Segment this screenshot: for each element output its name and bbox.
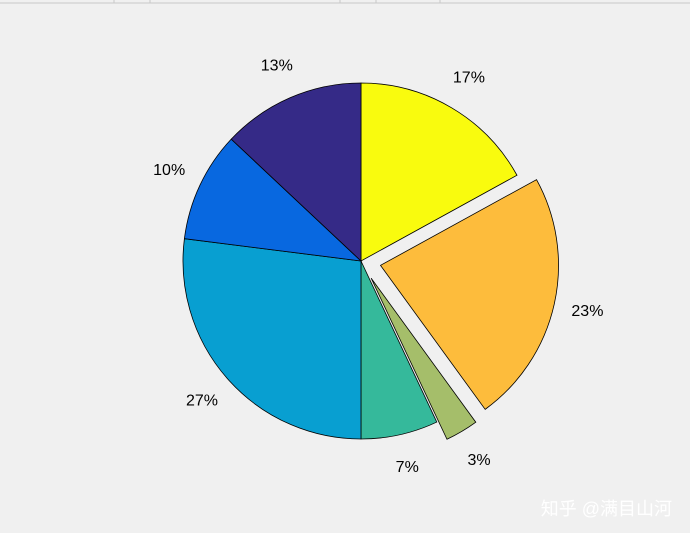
toolbar-edge <box>0 0 690 4</box>
slice-label: 10% <box>153 162 185 179</box>
slice-label: 13% <box>261 58 293 75</box>
slice-label: 3% <box>468 452 491 469</box>
slice-label: 23% <box>571 303 603 320</box>
watermark: 知乎 @满目山河 <box>541 499 672 519</box>
pie-slice <box>230 82 362 262</box>
pie: 17% 23% 3% 7% 27% 10% 13% <box>153 58 603 476</box>
pie-slice <box>379 179 559 410</box>
bottom-strip <box>0 533 690 538</box>
pie-slice <box>370 277 477 440</box>
slice-label: 7% <box>396 459 419 476</box>
slice-label: 27% <box>186 392 218 409</box>
pie-slice <box>182 238 362 440</box>
pie-slice <box>183 138 363 262</box>
slice-label: 17% <box>453 70 485 87</box>
pie-slice <box>360 82 518 262</box>
